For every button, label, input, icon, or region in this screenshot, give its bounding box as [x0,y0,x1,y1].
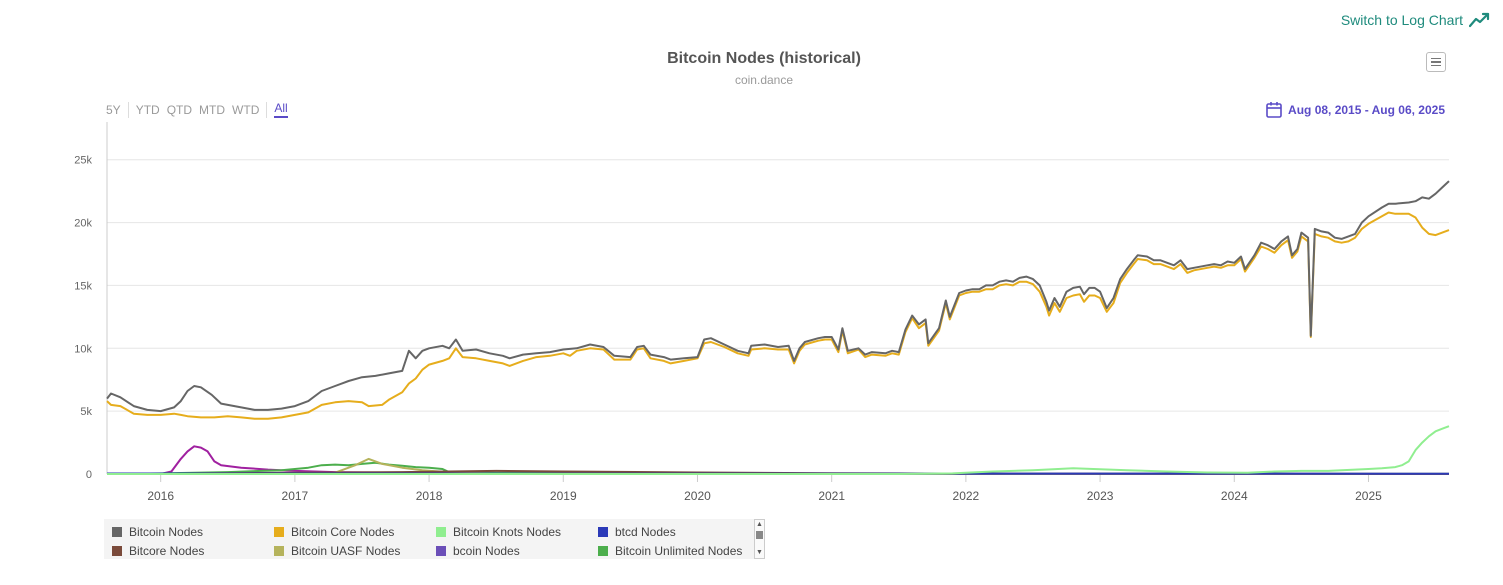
x-tick-label: 2025 [1355,489,1382,503]
legend-swatch [274,526,284,537]
range-divider [266,101,268,118]
x-tick-label: 2016 [147,489,174,503]
legend-label: btcd Nodes [615,524,676,539]
x-tick-label: 2020 [684,489,711,503]
legend-swatch [436,526,446,537]
scroll-up-arrow-icon[interactable]: ▲ [756,521,763,528]
range-button-all[interactable]: All [274,101,288,118]
range-button-5y[interactable]: 5Y [106,102,121,117]
legend-label: Bitcoin Knots Nodes [453,524,562,539]
chart-title: Bitcoin Nodes (historical) [667,50,861,67]
y-tick-label: 0 [86,469,92,481]
legend-item[interactable]: btcd Nodes [598,522,760,541]
series-line-bitcoin-nodes [106,180,1450,413]
hamburger-menu-icon[interactable] [1426,52,1446,72]
legend-label: Bitcoin Core Nodes [291,524,395,539]
legend-item[interactable]: Bitcoin UASF Nodes [274,541,436,560]
legend-label: Bitcore Nodes [129,543,205,558]
legend-swatch [436,545,446,556]
y-tick-label: 25k [74,155,92,167]
legend-item[interactable]: Bitcoin Nodes [112,522,274,541]
legend-item[interactable]: Bitcoin Core Nodes [274,522,436,541]
legend-item[interactable]: Bitcoin Knots Nodes [436,522,598,541]
x-tick-label: 2019 [550,489,577,503]
legend-swatch [598,526,608,537]
y-tick-label: 20k [74,218,92,230]
legend-scrollbar[interactable]: ▲ ▼ [754,519,765,559]
legend-label: Bitcoin UASF Nodes [291,543,401,558]
range-selector: 5Y YTD QTD MTD WTD All [106,101,295,118]
date-range-label: Aug 08, 2015 - Aug 06, 2025 [1288,102,1445,117]
range-button-wtd[interactable]: WTD [232,102,260,117]
legend-item[interactable]: bcoin Nodes [436,541,598,560]
range-button-ytd[interactable]: YTD [135,102,160,117]
log-chart-switch[interactable]: Switch to Log Chart [1341,12,1491,28]
trend-line-icon [1469,12,1490,28]
y-tick-label: 10k [74,343,92,355]
date-range-picker[interactable]: Aug 08, 2015 - Aug 06, 2025 [1266,101,1445,118]
x-tick-label: 2017 [282,489,309,503]
x-tick-label: 2023 [1087,489,1114,503]
x-tick-label: 2024 [1221,489,1248,503]
range-button-mtd[interactable]: MTD [199,102,226,117]
x-tick-label: 2018 [416,489,443,503]
legend-item[interactable]: Bitcoin Unlimited Nodes [598,541,760,560]
series-line-bitcoin-knots-nodes [107,425,1450,475]
range-button-qtd[interactable]: QTD [166,102,193,117]
x-tick-label: 2022 [953,489,980,503]
legend-swatch [112,526,122,537]
x-tick-label: 2021 [818,489,845,503]
range-divider [127,101,129,118]
scroll-thumb[interactable] [756,531,763,539]
log-chart-switch-label: Switch to Log Chart [1340,12,1463,28]
legend-label: Bitcoin Unlimited Nodes [615,543,743,558]
scroll-down-arrow-icon[interactable]: ▼ [756,549,763,556]
legend-swatch [598,545,608,556]
chart-legend: Bitcoin Nodes Bitcoin Core Nodes Bitcoin K… [104,519,764,559]
series-line-purple-series [107,445,1450,475]
legend-swatch [274,545,284,556]
legend-label: Bitcoin Nodes [129,524,204,539]
chart-subtitle: coin.dance [734,73,794,87]
legend-item[interactable]: Bitcore Nodes [112,541,274,560]
legend-swatch [112,545,122,556]
y-tick-label: 5k [80,406,92,418]
series-line-bitcoin-core-nodes [106,211,1450,420]
y-tick-label: 15k [74,280,92,292]
legend-label: bcoin Nodes [453,543,520,558]
calendar-icon [1266,102,1282,118]
